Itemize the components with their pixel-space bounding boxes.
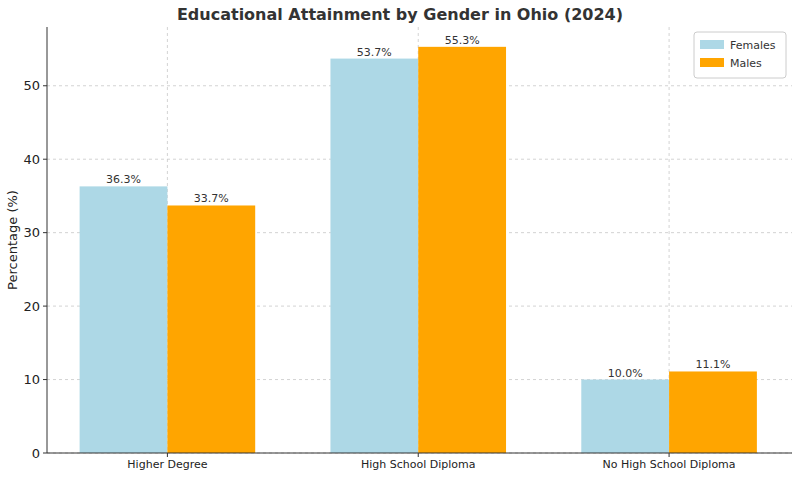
y-tick bbox=[43, 379, 47, 380]
bar bbox=[167, 205, 255, 453]
y-tick bbox=[43, 159, 47, 160]
data-label: 36.3% bbox=[106, 173, 141, 186]
y-tick-label: 50 bbox=[23, 78, 40, 93]
bar bbox=[669, 371, 757, 453]
y-tick-label: 10 bbox=[23, 372, 40, 387]
bar bbox=[418, 47, 506, 453]
y-axis-label: Percentage (%) bbox=[5, 190, 20, 290]
y-tick-label: 0 bbox=[32, 446, 40, 461]
y-tick bbox=[43, 232, 47, 233]
data-label: 33.7% bbox=[194, 192, 229, 205]
legend: Females Males bbox=[694, 32, 786, 78]
chart-root: 36.3% 53.7% 10.0% 33.7% 55.3% 11.1% 0 10 20 30 40 5… bbox=[0, 0, 800, 477]
data-label: 55.3% bbox=[445, 34, 480, 47]
data-label: 11.1% bbox=[696, 358, 731, 371]
legend-label: Males bbox=[730, 57, 762, 70]
x-tick-label: High School Diploma bbox=[361, 458, 476, 471]
y-tick bbox=[43, 453, 47, 454]
bars bbox=[80, 47, 757, 453]
y-tick bbox=[43, 306, 47, 307]
background bbox=[0, 0, 800, 477]
legend-swatch bbox=[700, 40, 724, 49]
grid bbox=[47, 27, 792, 453]
data-label: 53.7% bbox=[357, 46, 392, 59]
x-tick bbox=[418, 453, 419, 457]
bar bbox=[330, 59, 418, 453]
data-label: 10.0% bbox=[608, 367, 643, 380]
bar bbox=[80, 186, 168, 453]
data-labels: 36.3% 53.7% 10.0% 33.7% 55.3% 11.1% bbox=[106, 34, 730, 380]
y-tick-label: 30 bbox=[23, 225, 40, 240]
y-axis-line bbox=[47, 27, 48, 453]
bar bbox=[581, 380, 669, 453]
legend-box bbox=[694, 32, 786, 78]
x-tick-label: Higher Degree bbox=[127, 458, 207, 471]
grid-line-y bbox=[47, 453, 792, 454]
x-tick bbox=[167, 453, 168, 457]
y-tick-label: 40 bbox=[23, 152, 40, 167]
title: Educational Attainment by Gender in Ohio… bbox=[177, 5, 623, 24]
legend-label: Females bbox=[730, 39, 776, 52]
x-axis-line bbox=[47, 453, 792, 454]
y-tick bbox=[43, 85, 47, 86]
axes: 0 10 20 30 40 50 Higher Degree High School Dipl… bbox=[23, 27, 792, 471]
y-tick-label: 20 bbox=[23, 299, 40, 314]
legend-swatch bbox=[700, 58, 724, 67]
x-tick-label: No High School Diploma bbox=[603, 458, 736, 471]
x-tick bbox=[669, 453, 670, 457]
